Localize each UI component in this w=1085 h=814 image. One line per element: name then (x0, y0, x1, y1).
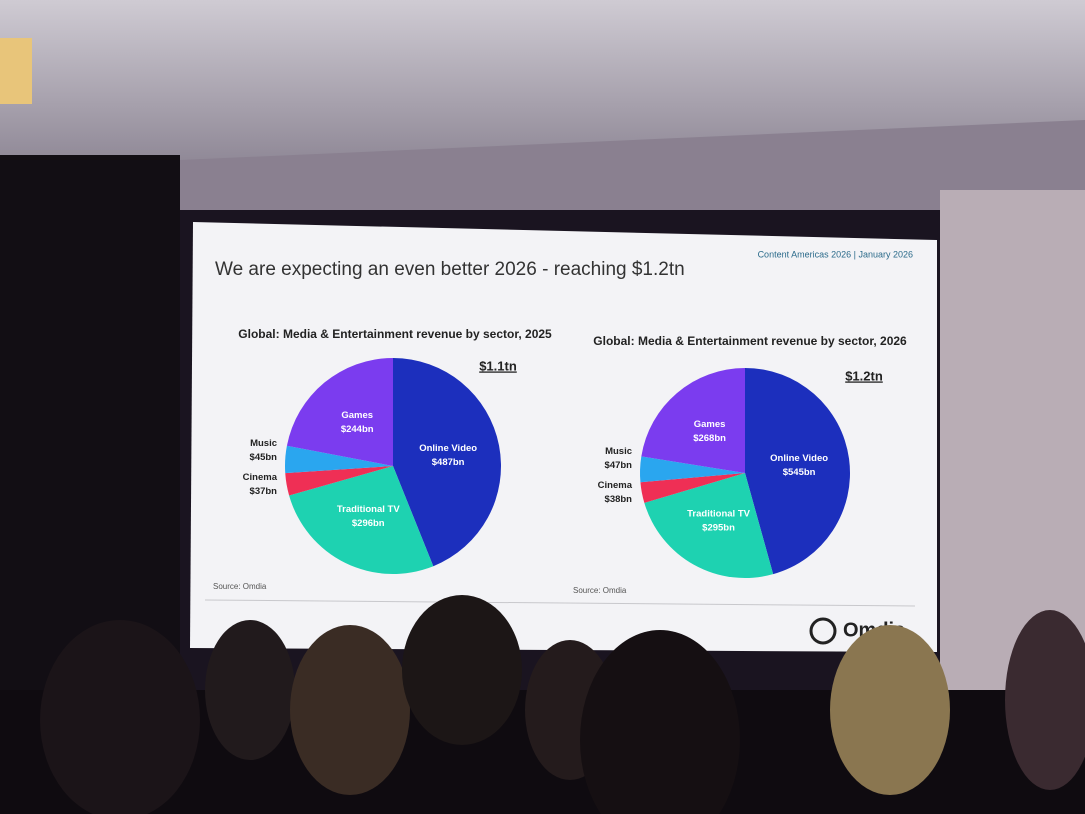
slice-label: Online Video (770, 453, 828, 464)
head (1005, 610, 1085, 790)
pie-slice (745, 367, 850, 575)
total-label: $1.1tn (479, 358, 517, 373)
slice-value: $487bn (432, 457, 465, 468)
pie-slice (644, 473, 774, 578)
pie-slice (393, 358, 501, 567)
pie-slice (640, 473, 745, 503)
slice-label: Traditional TV (337, 504, 400, 515)
slice-value: $295bn (702, 522, 735, 533)
slice-label: Cinema (598, 480, 633, 491)
head (830, 625, 950, 795)
slice-label: Cinema (243, 472, 278, 483)
pie-slice (285, 445, 393, 474)
slice-value: $545bn (783, 467, 816, 478)
logo-icon (809, 617, 837, 645)
pie-slice (289, 466, 434, 574)
slice-value: $38bn (605, 494, 633, 505)
head (40, 620, 200, 814)
slice-label: Games (341, 410, 373, 421)
slide-tag: Content Americas 2026 | January 2026 (758, 249, 913, 259)
slide-title: We are expecting an even better 2026 - r… (215, 259, 685, 280)
slide-rule (204, 599, 916, 607)
slice-label: Traditional TV (687, 508, 750, 519)
slice-label: Online Video (419, 443, 477, 454)
slice-value: $268bn (693, 433, 726, 444)
charts: Global: Media & Entertainment revenue by… (213, 327, 907, 595)
ceiling-edge (180, 120, 1085, 210)
slice-value: $296bn (352, 518, 385, 529)
pie-slice (285, 466, 393, 496)
head (290, 625, 410, 795)
head (205, 620, 295, 760)
slice-value: $47bn (605, 460, 633, 471)
pie-slice (641, 368, 745, 473)
chart-title: Global: Media & Entertainment revenue by… (238, 327, 552, 341)
total-label: $1.2tn (845, 368, 883, 383)
source: Source: Omdia (213, 582, 267, 591)
slice-label: Games (694, 419, 726, 430)
pie-slice (286, 358, 393, 466)
head (580, 630, 740, 814)
chart-title: Global: Media & Entertainment revenue by… (593, 334, 907, 348)
slice-label: Music (605, 446, 632, 457)
slice-label: Music (250, 438, 277, 449)
slice-value: $37bn (250, 486, 278, 497)
pie-slice (640, 456, 745, 483)
head (402, 595, 522, 745)
audience (0, 595, 1085, 814)
ceiling-light (0, 38, 32, 104)
slice-value: $244bn (341, 424, 374, 435)
slice-value: $45bn (250, 452, 278, 463)
source: Source: Omdia (573, 586, 627, 595)
